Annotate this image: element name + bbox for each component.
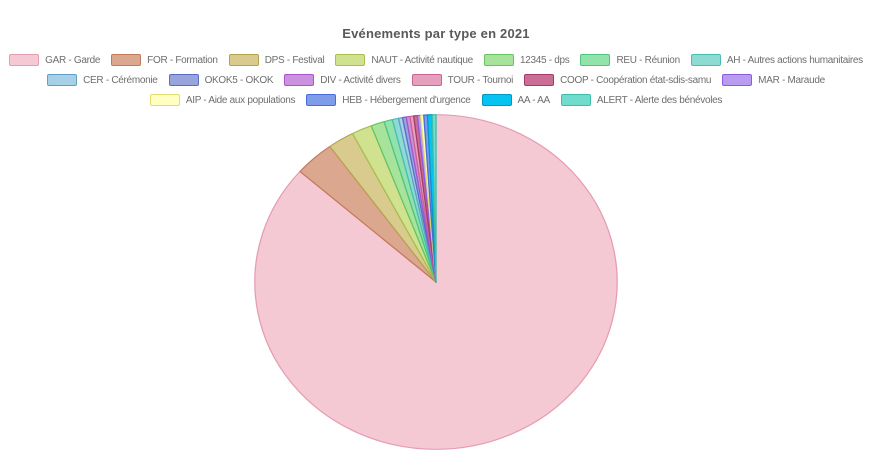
legend-row-2: CER - Cérémonie OKOK5 - OKOK DIV - Activ… xyxy=(47,74,825,86)
legend-swatch xyxy=(524,74,555,86)
legend-swatch xyxy=(560,94,591,106)
legend-label: 12345 - dps xyxy=(519,54,570,66)
legend-swatch xyxy=(722,74,753,86)
legend-item-AH[interactable]: AH - Autres actions humanitaires xyxy=(690,54,863,66)
legend-swatch xyxy=(483,54,514,66)
legend-item-TOUR[interactable]: TOUR - Tournoi xyxy=(411,74,514,86)
legend-item-DPS[interactable]: DPS - Festival xyxy=(228,54,325,66)
legend-item-12345[interactable]: 12345 - dps xyxy=(483,54,570,66)
legend-item-CER[interactable]: CER - Cérémonie xyxy=(47,74,158,86)
legend-swatch xyxy=(580,54,611,66)
legend-label: FOR - Formation xyxy=(147,54,218,66)
legend-item-COOP[interactable]: COOP - Coopération état-sdis-samu xyxy=(524,74,711,86)
legend-swatch xyxy=(690,54,721,66)
legend-swatch xyxy=(335,54,366,66)
legend-item-FOR[interactable]: FOR - Formation xyxy=(111,54,218,66)
legend-item-MAR[interactable]: MAR - Maraude xyxy=(722,74,825,86)
legend-item-OKOK5[interactable]: OKOK5 - OKOK xyxy=(168,74,274,86)
legend-label: DPS - Festival xyxy=(264,54,325,66)
legend-item-NAUT[interactable]: NAUT - Activité nautique xyxy=(335,54,473,66)
legend-swatch xyxy=(306,94,337,106)
legend-label: CER - Cérémonie xyxy=(83,74,158,86)
legend-label: COOP - Coopération état-sdis-samu xyxy=(560,74,712,86)
legend-swatch xyxy=(168,74,199,86)
legend-label: AIP - Aide aux populations xyxy=(185,94,296,106)
legend-label: GAR - Garde xyxy=(45,54,101,66)
legend-item-AA[interactable]: AA - AA xyxy=(481,94,551,106)
legend-label: REU - Réunion xyxy=(616,54,680,66)
legend-item-HEB[interactable]: HEB - Hébergement d'urgence xyxy=(306,94,471,106)
legend-label: AA - AA xyxy=(517,94,551,106)
legend-item-DIV[interactable]: DIV - Activité divers xyxy=(284,74,401,86)
legend-item-AIP[interactable]: AIP - Aide aux populations xyxy=(149,94,296,106)
pie-slice-ALERT[interactable] xyxy=(431,114,437,283)
legend-item-ALERT[interactable]: ALERT - Alerte des bénévoles xyxy=(560,94,723,106)
legend-row-3: AIP - Aide aux populations HEB - Héberge… xyxy=(149,94,723,106)
legend-swatch xyxy=(9,54,40,66)
legend-item-REU[interactable]: REU - Réunion xyxy=(580,54,680,66)
legend-label: NAUT - Activité nautique xyxy=(371,54,473,66)
legend-item-GAR[interactable]: GAR - Garde xyxy=(9,54,100,66)
legend-label: TOUR - Tournoi xyxy=(447,74,514,86)
legend-label: ALERT - Alerte des bénévoles xyxy=(596,94,723,106)
legend-swatch xyxy=(284,74,315,86)
legend-label: MAR - Maraude xyxy=(758,74,825,86)
legend-row-1: GAR - Garde FOR - Formation DPS - Festiv… xyxy=(9,54,863,66)
legend-swatch xyxy=(111,54,142,66)
legend-label: OKOK5 - OKOK xyxy=(204,74,274,86)
legend-label: HEB - Hébergement d'urgence xyxy=(342,94,471,106)
legend-swatch xyxy=(228,54,259,66)
legend-swatch xyxy=(411,74,442,86)
legend-label: AH - Autres actions humanitaires xyxy=(726,54,863,66)
legend-label: DIV - Activité divers xyxy=(320,74,401,86)
legend-swatch xyxy=(47,74,78,86)
chart-title: Evénements par type en 2021 xyxy=(342,26,530,41)
chart-legend: GAR - Garde FOR - Formation DPS - Festiv… xyxy=(0,54,872,106)
legend-swatch xyxy=(481,94,512,106)
legend-swatch xyxy=(149,94,180,106)
pie-chart xyxy=(254,114,618,450)
